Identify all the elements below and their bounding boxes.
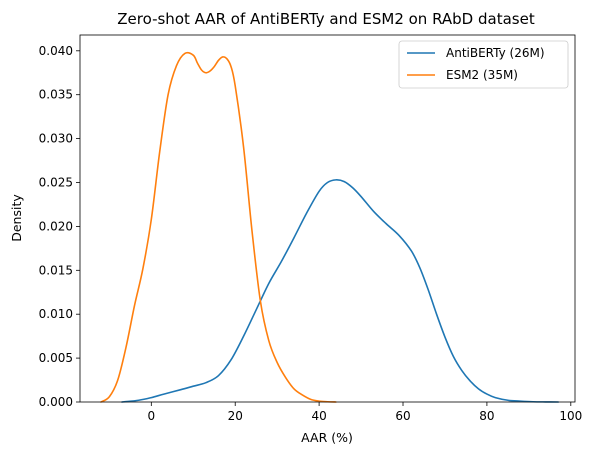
x-tick-label: 0 (147, 409, 155, 423)
y-tick-label: 0.030 (39, 132, 73, 146)
x-tick-label: 20 (228, 409, 243, 423)
y-tick-label: 0.025 (39, 176, 73, 190)
y-tick-label: 0.020 (39, 219, 73, 233)
legend-box (398, 40, 569, 89)
x-axis: 0 20 40 60 80 100 (147, 402, 582, 423)
y-tick-label: 0.000 (39, 395, 73, 409)
y-tick-label: 0.005 (39, 351, 73, 365)
x-tick-label: 100 (559, 409, 582, 423)
legend-label-antiberty: AntiBERTy (26M) (446, 46, 545, 60)
x-axis-label: AAR (%) (301, 430, 353, 445)
chart-title: Zero-shot AAR of AntiBERTy and ESM2 on R… (117, 10, 535, 28)
y-tick-label: 0.040 (39, 44, 73, 58)
plot-frame (79, 34, 576, 403)
x-tick-label: 60 (395, 409, 410, 423)
legend: AntiBERTy (26M) ESM2 (35M) (398, 40, 569, 89)
y-axis-label: Density (9, 194, 24, 242)
x-tick-label: 80 (479, 409, 494, 423)
y-tick-label: 0.035 (39, 88, 73, 102)
y-axis: 0.000 0.005 0.010 0.015 0.020 0.025 0.030 0.035… (39, 44, 80, 409)
series-line-esm2 (100, 51, 337, 403)
legend-label-esm2: ESM2 (35M) (446, 68, 518, 82)
x-tick-label: 40 (311, 409, 326, 423)
series-line-antiberty (121, 179, 560, 403)
y-tick-label: 0.015 (39, 263, 73, 277)
plot-series (100, 51, 560, 403)
y-tick-label: 0.010 (39, 307, 73, 321)
